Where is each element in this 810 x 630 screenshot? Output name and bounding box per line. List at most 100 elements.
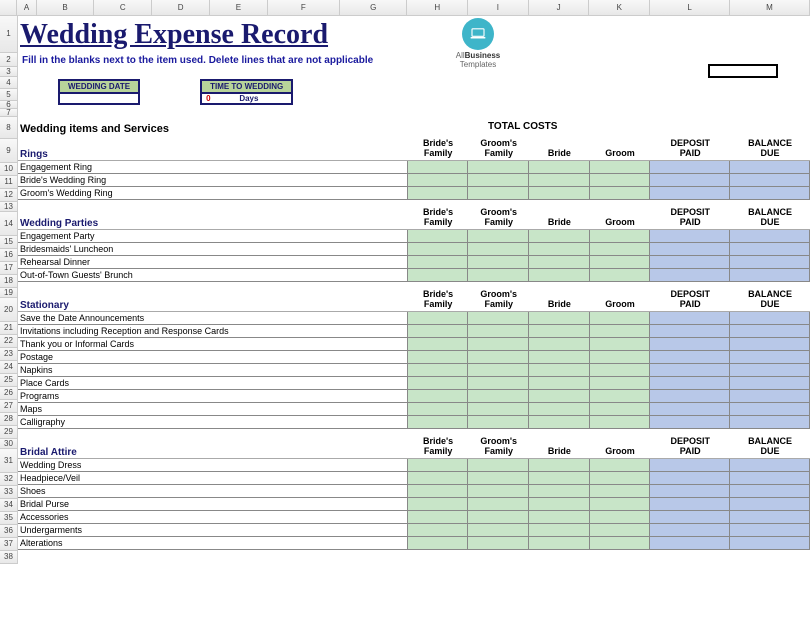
row-11[interactable]: 11 [0,176,18,189]
value-cell[interactable] [529,416,590,429]
value-cell[interactable] [590,390,651,403]
row-20[interactable]: 20 [0,298,18,322]
value-cell[interactable] [590,351,651,364]
row-29[interactable]: 29 [0,426,18,439]
value-cell[interactable] [590,416,651,429]
value-cell[interactable] [730,416,810,429]
value-cell[interactable] [529,403,590,416]
row-34[interactable]: 34 [0,499,18,512]
value-cell[interactable] [650,416,730,429]
value-cell[interactable] [468,459,529,472]
value-cell[interactable] [529,364,590,377]
active-cell-selection[interactable] [708,64,778,78]
value-cell[interactable] [590,230,651,243]
row-27[interactable]: 27 [0,400,18,413]
value-cell[interactable] [468,511,529,524]
value-cell[interactable] [590,524,651,537]
row-25[interactable]: 25 [0,374,18,387]
value-cell[interactable] [468,498,529,511]
value-cell[interactable] [468,472,529,485]
col-F[interactable]: F [268,0,340,15]
row-23[interactable]: 23 [0,348,18,361]
col-B[interactable]: B [37,0,95,15]
item-cell[interactable]: Engagement Party [18,230,408,243]
value-cell[interactable] [650,459,730,472]
item-cell[interactable]: Bridesmaids' Luncheon [18,243,408,256]
item-cell[interactable]: Place Cards [18,377,408,390]
col-C[interactable]: C [94,0,152,15]
value-cell[interactable] [529,524,590,537]
value-cell[interactable] [730,312,810,325]
value-cell[interactable] [529,256,590,269]
item-cell[interactable]: Groom's Wedding Ring [18,187,408,200]
item-cell[interactable]: Alterations [18,537,408,550]
value-cell[interactable] [468,377,529,390]
row-21[interactable]: 21 [0,322,18,335]
value-cell[interactable] [730,524,810,537]
value-cell[interactable] [408,537,469,550]
value-cell[interactable] [590,364,651,377]
item-cell[interactable]: Programs [18,390,408,403]
value-cell[interactable] [730,161,810,174]
value-cell[interactable] [650,187,730,200]
value-cell[interactable] [408,269,469,282]
value-cell[interactable] [408,416,469,429]
value-cell[interactable] [529,312,590,325]
value-cell[interactable] [730,403,810,416]
col-L[interactable]: L [650,0,730,15]
value-cell[interactable] [468,312,529,325]
item-cell[interactable]: Wedding Dress [18,459,408,472]
value-cell[interactable] [650,312,730,325]
value-cell[interactable] [529,243,590,256]
value-cell[interactable] [730,243,810,256]
value-cell[interactable] [408,459,469,472]
value-cell[interactable] [590,377,651,390]
value-cell[interactable] [730,174,810,187]
value-cell[interactable] [468,403,529,416]
value-cell[interactable] [529,390,590,403]
value-cell[interactable] [590,338,651,351]
value-cell[interactable] [468,537,529,550]
value-cell[interactable] [529,498,590,511]
row-33[interactable]: 33 [0,486,18,499]
item-cell[interactable]: Maps [18,403,408,416]
value-cell[interactable] [730,325,810,338]
value-cell[interactable] [730,187,810,200]
value-cell[interactable] [650,537,730,550]
value-cell[interactable] [529,174,590,187]
value-cell[interactable] [590,174,651,187]
value-cell[interactable] [408,511,469,524]
value-cell[interactable] [730,269,810,282]
value-cell[interactable] [408,390,469,403]
item-cell[interactable]: Thank you or Informal Cards [18,338,408,351]
value-cell[interactable] [529,187,590,200]
row-16[interactable]: 16 [0,249,18,262]
value-cell[interactable] [408,377,469,390]
value-cell[interactable] [650,256,730,269]
value-cell[interactable] [590,187,651,200]
item-cell[interactable]: Headpiece/Veil [18,472,408,485]
row-38[interactable]: 38 [0,551,18,564]
value-cell[interactable] [529,325,590,338]
value-cell[interactable] [650,390,730,403]
value-cell[interactable] [730,485,810,498]
wedding-date-input[interactable] [60,92,138,103]
value-cell[interactable] [590,403,651,416]
item-cell[interactable]: Rehearsal Dinner [18,256,408,269]
value-cell[interactable] [730,511,810,524]
select-all-corner[interactable] [0,0,17,15]
row-14[interactable]: 14 [0,212,18,236]
col-J[interactable]: J [529,0,590,15]
row-32[interactable]: 32 [0,473,18,486]
row-9[interactable]: 9 [0,139,18,163]
value-cell[interactable] [590,243,651,256]
value-cell[interactable] [650,230,730,243]
value-cell[interactable] [408,256,469,269]
col-I[interactable]: I [468,0,529,15]
value-cell[interactable] [730,338,810,351]
item-cell[interactable]: Postage [18,351,408,364]
value-cell[interactable] [590,325,651,338]
value-cell[interactable] [730,459,810,472]
item-cell[interactable]: Bridal Purse [18,498,408,511]
value-cell[interactable] [408,485,469,498]
